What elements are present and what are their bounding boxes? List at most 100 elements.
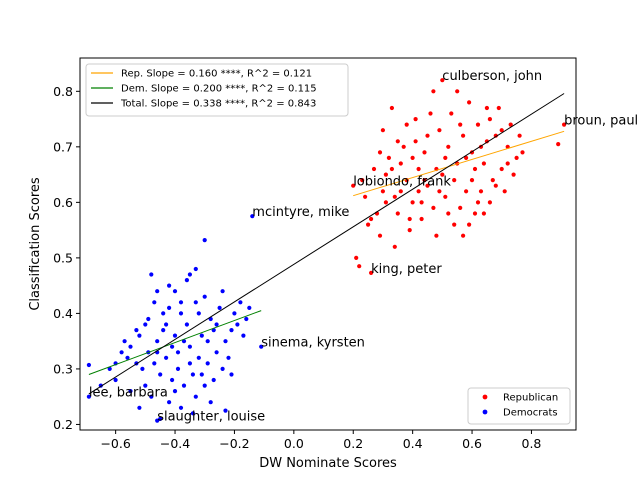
democrat-point [172,333,178,338]
republican-point [517,133,522,138]
series-democrats [86,214,264,423]
democrat-point [223,408,228,413]
democrat-point [149,272,154,277]
republican-point [443,155,448,160]
democrat-point [217,305,222,310]
republican-point [363,194,368,199]
democrat-point [167,305,172,310]
republican-point [481,211,486,216]
democrat-point [134,328,139,333]
republican-point [351,183,356,188]
democrat-point [143,322,148,327]
democrat-point [196,355,201,360]
republican-point [455,89,460,94]
democrat-point [184,278,189,283]
republican-point [377,233,383,238]
republican-point [437,128,442,133]
republican-point [556,142,561,147]
republican-point [369,216,374,222]
republican-point [484,139,489,144]
democrat-point [172,289,178,294]
democrat-point [158,372,163,377]
republican-point [422,150,427,155]
y-tick-label: 0.4 [53,306,73,321]
republican-point [472,211,478,216]
democrat-point [190,411,195,416]
democrat-point [128,389,133,394]
republican-point [484,105,489,111]
republican-point [377,150,383,155]
republican-point [467,222,472,227]
republican-point [354,255,359,260]
democrat-point [244,316,249,322]
point-annotation: mcintyre, mike [252,205,349,220]
republican-point [434,233,439,238]
republican-point [413,139,418,144]
democrat-point [190,372,195,377]
democrat-point [155,289,160,294]
republican-point [446,211,451,216]
republican-point [416,189,421,194]
democrat-point [164,322,169,327]
republican-point [514,155,519,160]
plot-area: culberson, john broun, paul lobiondo, fran… [86,69,638,425]
point-annotation: broun, paul [564,114,638,129]
republican-point [395,211,400,216]
democrat-point [167,400,172,405]
series-legend-frame [467,387,571,425]
democrat-point [250,214,255,219]
republican-point [416,166,421,172]
x-tick-label: 0.8 [522,436,542,451]
republican-point [469,178,475,183]
republican-point [458,205,463,210]
republican-point [383,200,388,205]
republican-point [398,189,403,194]
democrat-point [137,333,142,338]
republican-point [481,161,486,166]
y-axis-label: Classification Scores [28,177,43,311]
democrat-point [211,377,216,383]
republican-point [475,122,481,127]
democrat-point [170,344,175,349]
point-annotation: culberson, john [442,69,542,84]
republican-point [407,228,412,233]
republican-point [472,166,478,172]
republican-point [475,200,481,205]
democrat-point [241,333,246,338]
republican-point [431,205,436,210]
democrat-point [229,372,234,377]
republican-point [369,270,374,275]
republican-point [380,128,385,133]
democrat-point [199,372,204,377]
democrat-point [152,361,157,366]
series-legend-marker [482,394,488,400]
axes-frame [79,57,577,431]
y-tick-label: 0.8 [53,84,73,99]
republican-point [410,155,415,160]
democrat-point [140,366,145,371]
republican-point [446,144,451,149]
y-tick-label: 0.7 [53,139,73,154]
democrat-point [181,383,187,388]
democrat-point [223,339,228,344]
democrat-point [247,305,252,310]
republican-point [452,178,457,183]
democrat-point [214,350,219,355]
total-fit-line [88,93,565,395]
x-tick-label: 0.0 [284,436,304,451]
democrat-point [175,366,181,371]
republican-point [395,139,400,144]
fit-legend: Rep. Slope = 0.160 ****, R^2 = 0.121 Dem.… [85,63,349,117]
x-tick-label: 0.4 [403,436,423,451]
democrat-point [86,394,91,399]
democrat-point [158,416,163,421]
democrat-point [220,366,225,371]
y-tick-label: 0.2 [53,417,73,432]
democrat-point [202,294,207,299]
republican-point [487,117,492,122]
x-tick-label: −0.6 [100,436,130,451]
democrat-point [178,311,184,316]
series-legend: Republican Democrats [467,387,571,425]
republican-point [562,122,567,127]
